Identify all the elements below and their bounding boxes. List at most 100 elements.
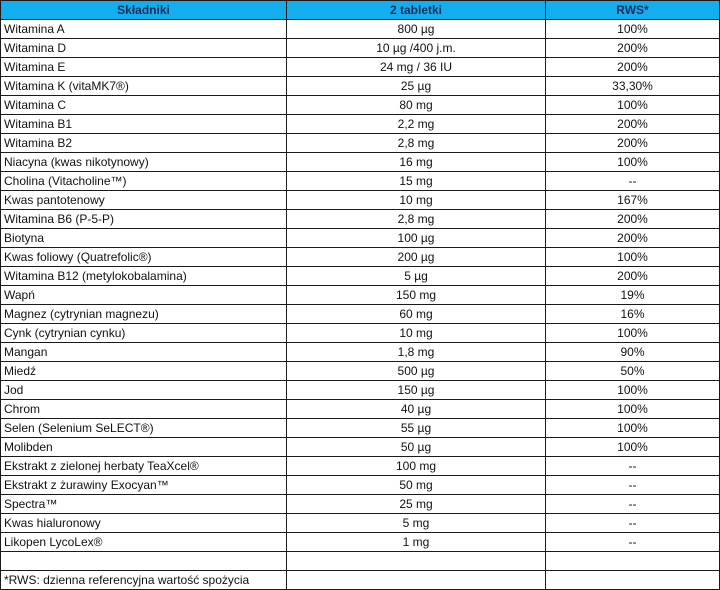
ingredient-amount: 25 mg	[286, 494, 546, 514]
header-rws: RWS*	[545, 0, 720, 20]
ingredient-name: Selen (Selenium SeLECT®)	[0, 418, 287, 438]
ingredient-rws: 200%	[545, 209, 720, 229]
ingredient-amount: 16 mg	[286, 152, 546, 172]
ingredient-rws: --	[545, 532, 720, 552]
ingredient-amount: 100 mg	[286, 456, 546, 476]
table-row: Witamina K (vitaMK7®) 25 µg 33,30%	[0, 76, 720, 96]
ingredient-name: Witamina B12 (metylokobalamina)	[0, 266, 287, 286]
ingredient-amount: 100 µg	[286, 228, 546, 248]
ingredient-name: Witamina A	[0, 19, 287, 39]
table-row: Chrom 40 µg 100%	[0, 399, 720, 419]
empty-cell	[545, 551, 720, 571]
ingredient-amount: 1,8 mg	[286, 342, 546, 362]
ingredient-rws: 100%	[545, 152, 720, 172]
ingredient-name: Mangan	[0, 342, 287, 362]
ingredient-rws: 100%	[545, 418, 720, 438]
table-row: Cynk (cytrynian cynku) 10 mg 100%	[0, 323, 720, 343]
table-row: Kwas pantotenowy 10 mg 167%	[0, 190, 720, 210]
table-row: Wapń 150 mg 19%	[0, 285, 720, 305]
table-row: Niacyna (kwas nikotynowy) 16 mg 100%	[0, 152, 720, 172]
ingredient-rws: 90%	[545, 342, 720, 362]
ingredient-amount: 40 µg	[286, 399, 546, 419]
ingredient-rws: --	[545, 171, 720, 191]
ingredient-rws: 100%	[545, 437, 720, 457]
ingredient-name: Witamina B2	[0, 133, 287, 153]
table-row: Ekstrakt z zielonej herbaty TeaXcel® 100 …	[0, 456, 720, 476]
ingredient-amount: 60 mg	[286, 304, 546, 324]
header-amount: 2 tabletki	[286, 0, 546, 20]
ingredient-amount: 10 mg	[286, 190, 546, 210]
ingredient-name: Witamina B1	[0, 114, 287, 134]
table-row: Jod 150 µg 100%	[0, 380, 720, 400]
ingredient-amount: 500 µg	[286, 361, 546, 381]
footnote-row: *RWS: dzienna referencyjna wartość spoży…	[0, 570, 720, 590]
ingredient-rws: --	[545, 494, 720, 514]
ingredient-amount: 200 µg	[286, 247, 546, 267]
table-row: Mangan 1,8 mg 90%	[0, 342, 720, 362]
table-row: Witamina D 10 µg /400 j.m. 200%	[0, 38, 720, 58]
ingredient-amount: 5 µg	[286, 266, 546, 286]
ingredient-amount: 150 µg	[286, 380, 546, 400]
ingredient-name: Ekstrakt z żurawiny Exocyan™	[0, 475, 287, 495]
ingredient-amount: 2,8 mg	[286, 209, 546, 229]
table-row: Likopen LycoLex® 1 mg --	[0, 532, 720, 552]
ingredient-rws: 200%	[545, 266, 720, 286]
table-row: Witamina B12 (metylokobalamina) 5 µg 200%	[0, 266, 720, 286]
ingredient-name: Kwas foliowy (Quatrefolic®)	[0, 247, 287, 267]
ingredient-rws: 100%	[545, 380, 720, 400]
ingredient-amount: 2,2 mg	[286, 114, 546, 134]
ingredient-amount: 15 mg	[286, 171, 546, 191]
table-row: Selen (Selenium SeLECT®) 55 µg 100%	[0, 418, 720, 438]
table-row: Witamina B2 2,8 mg 200%	[0, 133, 720, 153]
ingredient-amount: 24 mg / 36 IU	[286, 57, 546, 77]
ingredient-rws: 33,30%	[545, 76, 720, 96]
ingredient-amount: 25 µg	[286, 76, 546, 96]
ingredient-name: Biotyna	[0, 228, 287, 248]
table-row: Witamina E 24 mg / 36 IU 200%	[0, 57, 720, 77]
ingredient-name: Witamina B6 (P-5-P)	[0, 209, 287, 229]
ingredient-name: Spectra™	[0, 494, 287, 514]
ingredient-rws: 167%	[545, 190, 720, 210]
empty-cell	[286, 551, 546, 571]
empty-cell	[286, 570, 546, 590]
ingredient-name: Miedź	[0, 361, 287, 381]
table-row: Cholina (Vitacholine™) 15 mg --	[0, 171, 720, 191]
table-row: Magnez (cytrynian magnezu) 60 mg 16%	[0, 304, 720, 324]
empty-cell	[545, 570, 720, 590]
table-row: Molibden 50 µg 100%	[0, 437, 720, 457]
ingredient-name: Witamina K (vitaMK7®)	[0, 76, 287, 96]
ingredient-rws: 16%	[545, 304, 720, 324]
ingredient-amount: 55 µg	[286, 418, 546, 438]
ingredient-amount: 10 mg	[286, 323, 546, 343]
table-row: Spectra™ 25 mg --	[0, 494, 720, 514]
ingredient-amount: 150 mg	[286, 285, 546, 305]
ingredient-name: Cholina (Vitacholine™)	[0, 171, 287, 191]
table-row: Kwas hialuronowy 5 mg --	[0, 513, 720, 533]
ingredient-name: Cynk (cytrynian cynku)	[0, 323, 287, 343]
ingredient-name: Wapń	[0, 285, 287, 305]
ingredient-name: Molibden	[0, 437, 287, 457]
header-row: Składniki 2 tabletki RWS*	[0, 0, 720, 20]
ingredient-name: Witamina C	[0, 95, 287, 115]
ingredient-rws: 19%	[545, 285, 720, 305]
ingredient-rws: 100%	[545, 19, 720, 39]
ingredient-rws: 100%	[545, 323, 720, 343]
ingredient-amount: 10 µg /400 j.m.	[286, 38, 546, 58]
table-row: Biotyna 100 µg 200%	[0, 228, 720, 248]
ingredient-rws: 200%	[545, 38, 720, 58]
ingredient-amount: 1 mg	[286, 532, 546, 552]
ingredient-rws: 100%	[545, 95, 720, 115]
ingredient-rws: --	[545, 513, 720, 533]
header-ingredients: Składniki	[0, 0, 287, 20]
table-row: Witamina C 80 mg 100%	[0, 95, 720, 115]
ingredient-amount: 800 µg	[286, 19, 546, 39]
ingredient-name: Chrom	[0, 399, 287, 419]
table-row: Witamina B1 2,2 mg 200%	[0, 114, 720, 134]
ingredient-name: Ekstrakt z zielonej herbaty TeaXcel®	[0, 456, 287, 476]
ingredient-rws: 200%	[545, 133, 720, 153]
ingredient-amount: 5 mg	[286, 513, 546, 533]
ingredient-name: Kwas pantotenowy	[0, 190, 287, 210]
ingredient-amount: 50 µg	[286, 437, 546, 457]
ingredient-rws: 200%	[545, 57, 720, 77]
